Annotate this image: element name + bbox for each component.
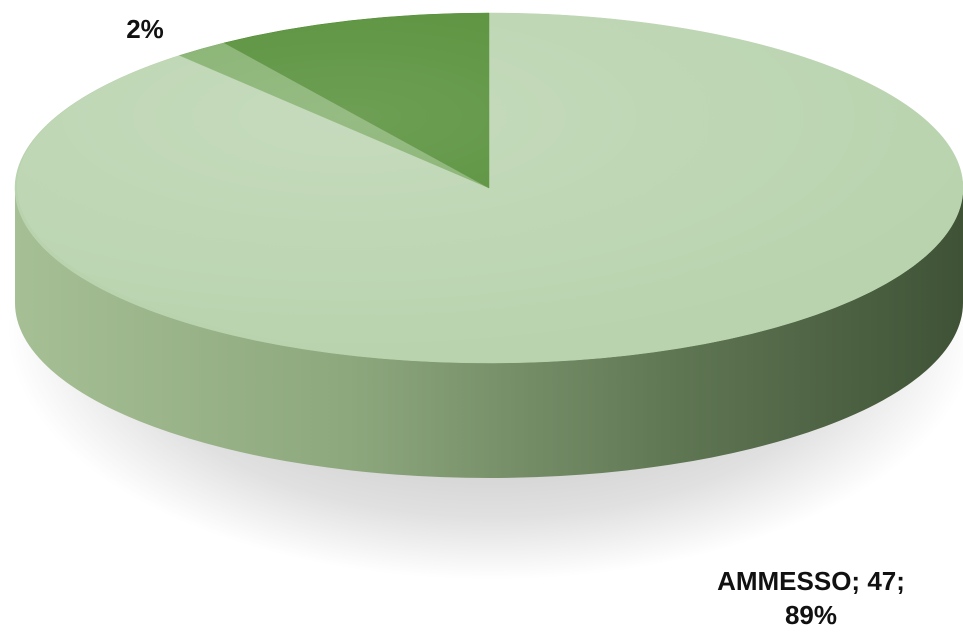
pie-side xyxy=(15,188,963,478)
slice-group xyxy=(14,12,963,364)
data-label-ammesso: AMMESSO; 47; 89% xyxy=(666,564,956,632)
data-label-ammesso-text-2: 89% xyxy=(784,600,838,630)
data-label-slice-2-percent: 2% xyxy=(126,14,164,44)
data-label-ammesso-line1: AMMESSO; 47; 89% xyxy=(717,566,905,630)
data-label-ammesso-text-1: AMMESSO; 47; xyxy=(717,566,905,596)
